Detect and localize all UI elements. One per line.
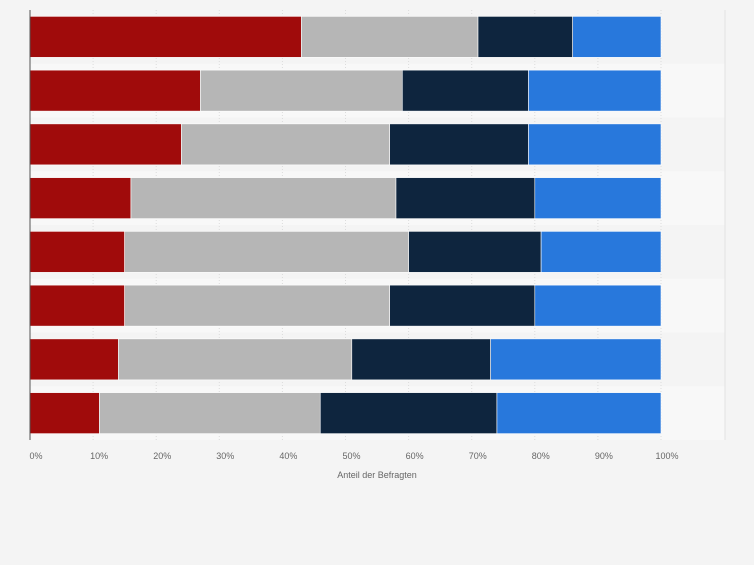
bar-segment bbox=[118, 338, 353, 381]
bar-segment bbox=[389, 123, 529, 166]
bar-segment bbox=[477, 16, 573, 58]
bar-segment bbox=[540, 231, 662, 273]
x-tick-label: 40% bbox=[279, 451, 297, 461]
bars bbox=[29, 16, 662, 434]
bar-segment bbox=[319, 392, 498, 434]
bar-segment bbox=[401, 69, 529, 112]
bar-segment bbox=[351, 338, 491, 381]
bar-segment bbox=[572, 16, 662, 58]
x-tick-label: 20% bbox=[153, 451, 171, 461]
bar-segment bbox=[29, 231, 125, 273]
x-tick-label: 100% bbox=[655, 451, 678, 461]
bar-segment bbox=[496, 392, 662, 434]
bar-segment bbox=[408, 231, 542, 273]
bar-segment bbox=[528, 69, 662, 112]
bar-segment bbox=[29, 338, 119, 381]
gridlines bbox=[29, 10, 726, 440]
bar-segment bbox=[29, 177, 132, 219]
bar-segment bbox=[389, 284, 536, 327]
bar-segment bbox=[301, 16, 479, 58]
x-tick-labels: 0% 10% 20% 30% 40% 50% 60% 70% 80% 90% 100% bbox=[29, 451, 678, 461]
x-tick-label: 10% bbox=[90, 451, 108, 461]
bar-segment bbox=[99, 392, 321, 434]
x-tick-label: 90% bbox=[595, 451, 613, 461]
bar-segment bbox=[124, 284, 390, 327]
bar-segment bbox=[181, 123, 390, 166]
bar-segment bbox=[534, 284, 662, 327]
bar-segment bbox=[29, 392, 100, 434]
x-tick-label: 50% bbox=[342, 451, 360, 461]
x-tick-label: 60% bbox=[406, 451, 424, 461]
x-tick-label: 30% bbox=[216, 451, 234, 461]
bar-segment bbox=[29, 16, 302, 58]
bar-segment bbox=[29, 123, 182, 166]
bar-segment bbox=[528, 123, 662, 166]
bar-segment bbox=[490, 338, 662, 381]
x-tick-label: 80% bbox=[532, 451, 550, 461]
x-tick-label: 0% bbox=[29, 451, 42, 461]
bar-segment bbox=[395, 177, 536, 219]
x-tick-label: 70% bbox=[469, 451, 487, 461]
bar-segment bbox=[29, 284, 125, 327]
bar-segment bbox=[534, 177, 662, 219]
bar-segment bbox=[130, 177, 397, 219]
bar-segment bbox=[200, 69, 403, 112]
bar-segment bbox=[29, 69, 201, 112]
bar-segment bbox=[124, 231, 409, 273]
x-axis-title: Anteil der Befragten bbox=[337, 470, 417, 480]
